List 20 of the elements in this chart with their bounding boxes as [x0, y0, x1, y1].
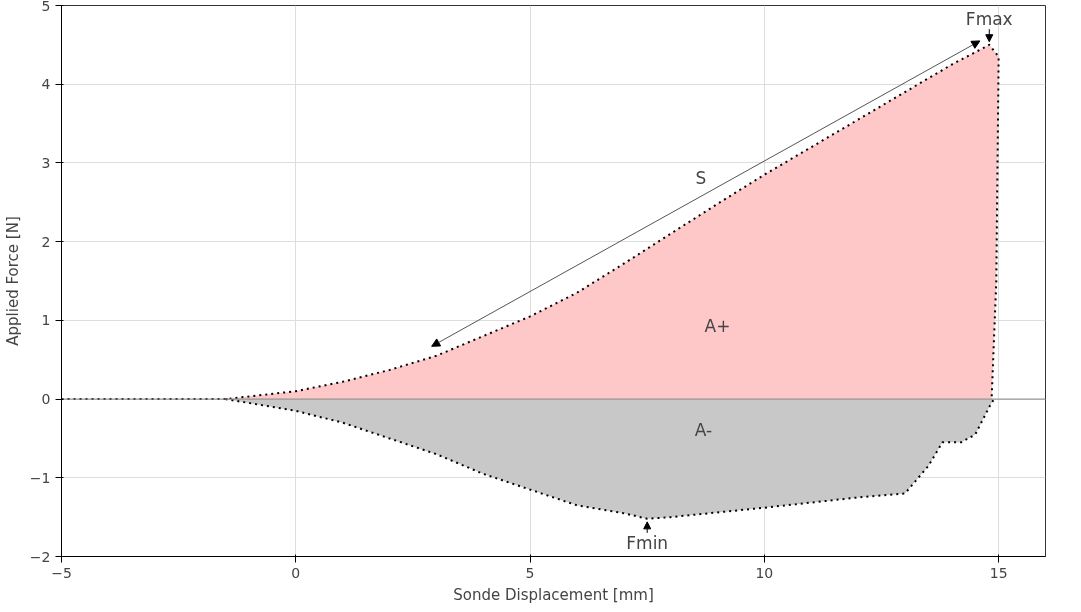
y-axis-title: Applied Force [N] — [3, 216, 22, 346]
y-tick-label: 2 — [41, 233, 51, 250]
x-tick-label: 5 — [525, 564, 535, 581]
y-tick-label: 5 — [41, 0, 51, 14]
y-tick-label: −1 — [29, 469, 51, 486]
x-axis-title: Sonde Displacement [mm] — [453, 585, 654, 604]
y-tick-label: 4 — [41, 76, 51, 93]
x-tick-label: 15 — [989, 564, 1008, 581]
y-tick-label: 0 — [41, 391, 51, 408]
y-tick-label: −2 — [29, 548, 51, 565]
annotation: A+ — [704, 316, 731, 337]
annotation: Fmax — [965, 8, 1013, 29]
annotation: S — [695, 168, 707, 189]
x-tick-label: 0 — [291, 564, 301, 581]
x-tick-label: −5 — [51, 564, 72, 581]
annotation: A- — [694, 420, 713, 441]
y-tick-label: 3 — [41, 154, 51, 171]
annotation: Fmin — [626, 532, 669, 553]
x-tick-label: 10 — [755, 564, 774, 581]
y-tick-label: 1 — [41, 312, 51, 329]
